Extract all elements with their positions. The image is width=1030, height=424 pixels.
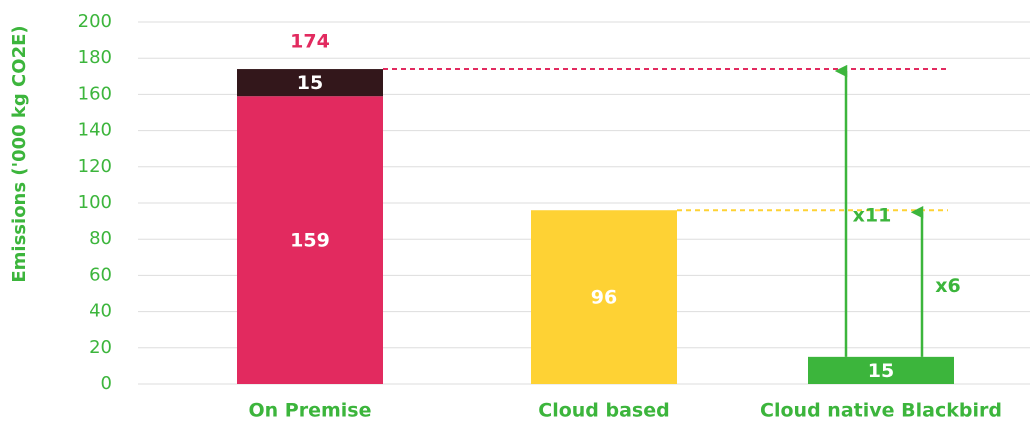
y-tick-label: 0	[101, 373, 112, 394]
value-label: 96	[591, 287, 617, 309]
y-tick-label: 120	[78, 156, 112, 177]
y-tick-label: 60	[89, 264, 112, 285]
x-tick-label: Cloud native Blackbird	[760, 400, 1002, 422]
annotation: x6	[935, 275, 960, 297]
y-tick-label: 180	[78, 47, 112, 68]
y-tick-label: 140	[78, 120, 112, 141]
bar-segment	[531, 210, 677, 384]
bar-segment	[237, 69, 383, 97]
y-tick-label: 20	[89, 337, 112, 358]
y-tick-label: 100	[78, 192, 112, 213]
y-tick-label: 80	[89, 228, 112, 249]
total-label: 174	[290, 31, 330, 53]
value-label: 159	[290, 230, 330, 252]
value-label: 15	[297, 72, 323, 94]
x-tick-label: Cloud based	[538, 400, 669, 422]
y-axis-title: Emissions ('000 kg CO2E)	[9, 25, 30, 282]
y-tick-label: 160	[78, 83, 112, 104]
bar-segment	[808, 356, 954, 384]
y-tick-label: 200	[78, 11, 112, 32]
y-tick-label: 40	[89, 301, 112, 322]
annotation: x11	[853, 204, 892, 226]
value-label: 15	[868, 360, 894, 382]
x-tick-label: On Premise	[249, 400, 372, 422]
bar-segment	[237, 96, 383, 385]
